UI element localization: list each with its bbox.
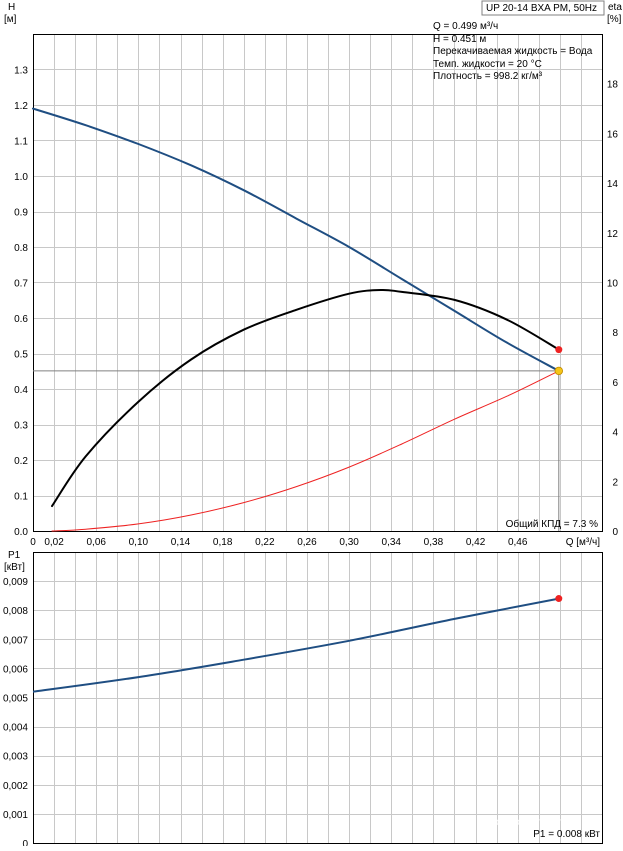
h-tick-label: 0.2: [14, 456, 28, 467]
q-tick-label: 0,18: [213, 537, 233, 548]
q-tick-label: 0,34: [382, 537, 402, 548]
chart-title-box: [481, 0, 605, 16]
tick-labels: 0 0,02 0,06 0,10 0,14 0,18 0,22 0,26 0,30 0,34 0,3…: [3, 66, 619, 851]
q-tick-label: 0,46: [508, 537, 528, 548]
efficiency-curve: [51, 288, 560, 508]
p1-tick-label: 0,007: [3, 635, 28, 646]
power-curve: [32, 597, 559, 693]
bottom-plot-frame: [33, 552, 603, 844]
p1-tick-label: 0,005: [3, 694, 28, 705]
q-tick-label: 0,14: [171, 537, 191, 548]
q-tick-label: 0,06: [86, 537, 106, 548]
q-tick-label: 0,38: [424, 537, 444, 548]
q-tick-label: 0,30: [339, 537, 359, 548]
eta-axis-title: eta: [608, 2, 622, 13]
system-curve: [51, 370, 560, 532]
info-density: Плотность = 998.2 кг/м³: [433, 71, 543, 82]
q-tick-label: 0,22: [255, 537, 275, 548]
h-tick-label: 1.3: [14, 66, 28, 77]
h-tick-label: 1.0: [14, 172, 28, 183]
info-q: Q = 0.499 м³/ч: [433, 21, 498, 32]
info-liquid: Перекачиваемая жидкость = Вода: [433, 46, 593, 57]
eta-tick-label: 10: [607, 279, 619, 290]
p1-tick-label: 0,001: [3, 810, 28, 821]
eta-tick-label: 8: [612, 328, 618, 339]
h-tick-label: 0.9: [14, 208, 28, 219]
h-tick-label: 1.1: [14, 137, 28, 148]
h-tick-label: 1.2: [14, 101, 28, 112]
q-tick-label: 0,42: [466, 537, 486, 548]
h-tick-label: 0.5: [14, 350, 28, 361]
h-tick-label: 0.3: [14, 421, 28, 432]
eta-tick-label: 18: [607, 80, 619, 91]
h-axis-title: H: [8, 2, 15, 13]
q-tick-label: 0: [30, 537, 36, 548]
q-tick-label: 0,26: [297, 537, 317, 548]
h-tick-label: 0.0: [14, 527, 28, 538]
info-temperature: Темп. жидкости = 20 °C: [433, 59, 542, 70]
p1-tick-label: 0,002: [3, 781, 28, 792]
eta-tick-label: 0: [612, 527, 618, 538]
operating-info: Q = 0.499 м³/ч H = 0.451 м Перекачиваема…: [433, 21, 593, 82]
p1-tick-label: 0,006: [3, 664, 28, 675]
eta-tick-label: 16: [607, 129, 619, 140]
p1-axis-unit: [кВт]: [4, 562, 25, 573]
eta-tick-label: 4: [612, 428, 618, 439]
efficiency-endpoint: [555, 346, 563, 354]
eta-tick-label: 14: [607, 179, 619, 190]
h-tick-label: 0.6: [14, 314, 28, 325]
p1-axis-title: P1: [8, 550, 21, 561]
p1-tick-label: 0,008: [3, 606, 28, 617]
efficiency-label: Общий КПД = 7.3 %: [506, 518, 599, 530]
bottom-chart-grid: [33, 552, 603, 844]
h-tick-label: 0.7: [14, 279, 28, 290]
eta-axis-unit: [%]: [607, 14, 622, 25]
eta-tick-label: 2: [612, 477, 618, 488]
series-layer: [32, 107, 563, 693]
eta-tick-label: 12: [607, 229, 619, 240]
q-tick-label: 0,02: [44, 537, 64, 548]
q-axis-title: Q [м³/ч]: [566, 537, 601, 548]
q-tick-label: 0,10: [129, 537, 149, 548]
watermark: catalog.onliner.by: [496, 817, 574, 828]
h-tick-label: 0.8: [14, 243, 28, 254]
p1-tick-label: 0,003: [3, 752, 28, 763]
top-chart-grid: [33, 34, 603, 532]
chart-title: UP 20-14 BXA PM, 50Hz: [486, 3, 597, 14]
h-tick-label: 0.1: [14, 492, 28, 503]
top-plot-frame: [33, 34, 603, 532]
power-endpoint: [555, 595, 563, 603]
p1-tick-label: 0,004: [3, 723, 28, 734]
h-tick-label: 0.4: [14, 385, 28, 396]
p1-tick-label: 0: [22, 839, 28, 846]
info-h: H = 0.451 м: [433, 34, 486, 45]
p1-tick-label: 0,009: [3, 577, 28, 588]
eta-tick-label: 6: [612, 378, 618, 389]
head-curve: [32, 107, 560, 372]
power-label: P1 = 0.008 кВт: [533, 829, 600, 840]
operating-point: [554, 366, 563, 376]
h-axis-unit: [м]: [4, 14, 17, 25]
